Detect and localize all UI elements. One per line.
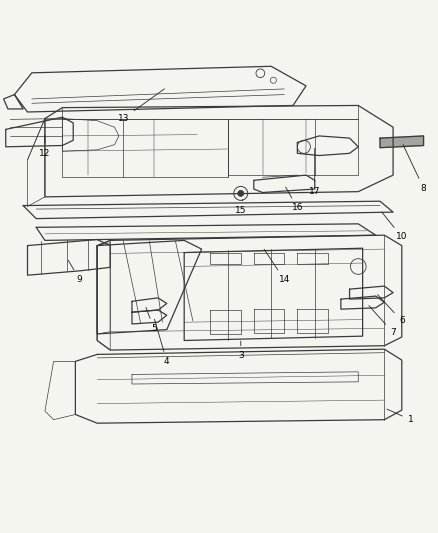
Text: 14: 14 — [264, 249, 290, 284]
Text: 17: 17 — [309, 148, 321, 196]
Text: 9: 9 — [68, 260, 83, 284]
Text: 10: 10 — [382, 212, 407, 241]
Text: 16: 16 — [286, 187, 303, 212]
Text: 8: 8 — [403, 144, 427, 192]
Text: 3: 3 — [238, 341, 244, 360]
Text: 1: 1 — [387, 409, 413, 424]
Text: 5: 5 — [146, 308, 157, 333]
Circle shape — [238, 190, 244, 197]
Polygon shape — [380, 136, 424, 148]
Text: 4: 4 — [155, 319, 170, 366]
Text: 12: 12 — [39, 135, 51, 158]
Text: 13: 13 — [117, 89, 165, 123]
Text: 15: 15 — [235, 199, 247, 215]
Text: 7: 7 — [369, 305, 396, 337]
Text: 6: 6 — [378, 295, 405, 326]
